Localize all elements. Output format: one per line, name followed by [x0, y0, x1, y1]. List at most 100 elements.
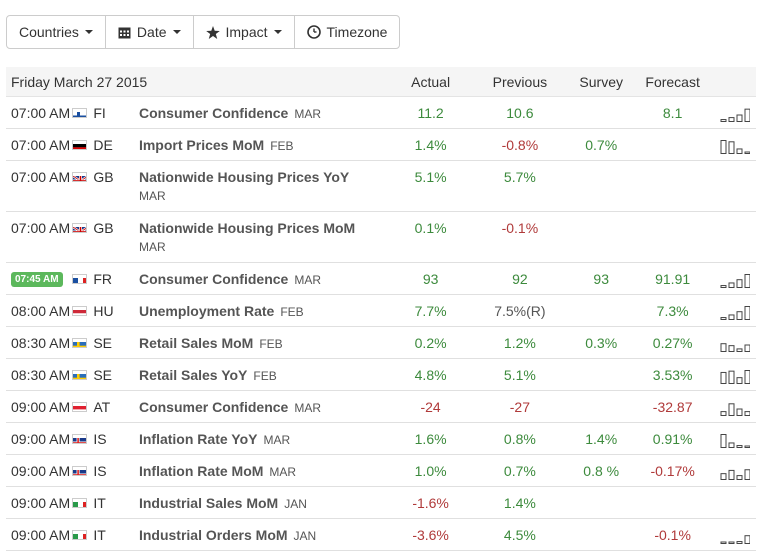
country-code: HU — [93, 303, 114, 319]
event-name[interactable]: Nationwide Housing Prices MoM — [138, 220, 356, 236]
previous-value: 92 — [512, 271, 528, 287]
event-name[interactable]: Retail Sales MoM — [138, 335, 254, 351]
trend-sparkline[interactable] — [720, 530, 750, 544]
event-cell: Unemployment Rate FEB — [139, 295, 393, 326]
table-row[interactable]: 09:00 AM IS Inflation Rate MoM MAR 1.0% 0… — [6, 455, 756, 487]
event-time: 08:30 AM — [11, 335, 71, 351]
table-row[interactable]: 08:30 AM SE Retail Sales YoY FEB 4.8% 5.1… — [6, 359, 756, 391]
event-cell: Inflation Rate MoM MAR — [139, 455, 393, 486]
event-name[interactable]: Inflation Rate MoM — [138, 463, 264, 479]
reference-period: MAR — [294, 107, 321, 121]
event-cell: Nationwide Housing Prices MoM MAR — [139, 212, 393, 262]
previous-value: 5.1% — [503, 367, 536, 383]
economic-calendar-table: Friday March 27 2015 Actual Previous Sur… — [6, 67, 756, 551]
forecast-value: 0.27% — [652, 335, 693, 351]
country-code: IT — [93, 527, 106, 543]
country-code: SE — [93, 335, 113, 351]
time-cell: 09:00 AM — [6, 423, 72, 454]
flag-cell — [71, 263, 92, 294]
trend-sparkline[interactable] — [720, 140, 750, 154]
flag-cell — [71, 487, 92, 518]
flag-cell — [71, 423, 92, 454]
survey-column-header[interactable]: Survey — [579, 73, 623, 90]
previous-value: 5.7% — [503, 169, 536, 185]
table-row[interactable]: 07:00 AM GB Nationwide Housing Prices Yo… — [6, 161, 756, 212]
sparkline-bar — [744, 306, 750, 320]
forecast-column-header[interactable]: Forecast — [645, 73, 700, 90]
reference-period: JAN — [284, 497, 307, 511]
event-name[interactable]: Retail Sales YoY — [138, 367, 248, 383]
actual-value: 4.8% — [414, 367, 447, 383]
sweden-flag-icon — [71, 370, 87, 380]
country-code: AT — [93, 399, 111, 415]
previous-column-header[interactable]: Previous — [492, 73, 548, 90]
event-name[interactable]: Consumer Confidence — [138, 399, 289, 415]
table-row[interactable]: 07:45 AM FR Consumer Confidence MAR 93 92… — [6, 263, 756, 295]
chevron-down-icon — [172, 30, 181, 34]
flag-cell — [71, 161, 92, 211]
trend-sparkline[interactable] — [720, 370, 750, 384]
trend-cell — [714, 97, 756, 128]
actual-column-header[interactable]: Actual — [411, 73, 451, 90]
trend-sparkline[interactable] — [720, 434, 750, 448]
sparkline-bar — [720, 317, 727, 320]
forecast-value: -0.1% — [654, 527, 691, 543]
forecast-value: 91.91 — [655, 271, 691, 287]
trend-cell — [714, 212, 756, 262]
actual-value: 0.1% — [414, 220, 447, 236]
impact-dropdown-button[interactable]: Impact — [194, 16, 295, 48]
table-row[interactable]: 09:00 AM IS Inflation Rate YoY MAR 1.6% 0… — [6, 423, 756, 455]
table-row[interactable]: 09:00 AM IT Industrial Sales MoM JAN -1.6… — [6, 487, 756, 519]
table-row[interactable]: 07:00 AM DE Import Prices MoM FEB 1.4% -0… — [6, 129, 756, 161]
trend-sparkline[interactable] — [720, 402, 750, 416]
trend-cell — [714, 295, 756, 326]
countries-dropdown-button[interactable]: Countries — [7, 16, 106, 48]
table-row[interactable]: 08:30 AM SE Retail Sales MoM FEB 0.2% 1.2… — [6, 327, 756, 359]
sparkline-bar — [736, 148, 743, 154]
table-row[interactable]: 08:00 AM HU Unemployment Rate FEB 7.7% 7.… — [6, 295, 756, 327]
sparkline-bar — [744, 151, 750, 154]
event-time: 09:00 AM — [11, 527, 71, 543]
event-time: 09:00 AM — [11, 431, 71, 447]
table-row[interactable]: 09:00 AM AT Consumer Confidence MAR -24 -… — [6, 391, 756, 423]
date-dropdown-button[interactable]: Date — [106, 16, 194, 48]
country-code: SE — [93, 367, 113, 383]
survey-value — [571, 487, 631, 518]
timezone-button[interactable]: Timezone — [295, 16, 400, 48]
event-name[interactable]: Inflation Rate YoY — [138, 431, 258, 447]
event-name[interactable]: Consumer Confidence — [138, 105, 289, 121]
flag-cell — [71, 327, 92, 358]
trend-cell — [714, 519, 756, 550]
previous-value: 0.8% — [503, 431, 536, 447]
time-cell: 09:00 AM — [6, 519, 72, 550]
previous-value: 7.5%(R) — [494, 303, 546, 319]
actual-value: 11.2 — [417, 105, 444, 121]
trend-sparkline[interactable] — [720, 466, 750, 480]
forecast-value: 0.91% — [652, 431, 693, 447]
trend-sparkline[interactable] — [720, 338, 750, 352]
trend-cell — [714, 263, 756, 294]
event-name[interactable]: Import Prices MoM — [138, 137, 265, 153]
trend-sparkline[interactable] — [720, 274, 750, 288]
event-name[interactable]: Consumer Confidence — [138, 271, 289, 287]
event-name[interactable]: Unemployment Rate — [138, 303, 275, 319]
time-cell: 08:30 AM — [6, 359, 72, 390]
country-code: DE — [93, 137, 113, 153]
event-time: 08:30 AM — [11, 367, 71, 383]
table-row[interactable]: 07:00 AM GB Nationwide Housing Prices Mo… — [6, 212, 756, 263]
table-row[interactable]: 07:00 AM FI Consumer Confidence MAR 11.2 … — [6, 97, 756, 129]
chevron-down-icon — [273, 30, 282, 34]
impact-label: Impact — [225, 24, 268, 40]
reference-period: MAR — [294, 273, 321, 287]
sparkline-bar — [728, 117, 735, 122]
event-name[interactable]: Nationwide Housing Prices YoY — [138, 169, 350, 185]
sweden-flag-icon — [71, 338, 87, 348]
table-row[interactable]: 09:00 AM IT Industrial Orders MoM JAN -3.… — [6, 519, 756, 551]
trend-cell — [714, 391, 756, 422]
trend-sparkline[interactable] — [720, 108, 750, 122]
forecast-value — [631, 487, 714, 518]
event-name[interactable]: Industrial Sales MoM — [138, 495, 279, 511]
uk-flag-icon — [71, 172, 87, 182]
event-name[interactable]: Industrial Orders MoM — [138, 527, 288, 543]
trend-sparkline[interactable] — [720, 306, 750, 320]
